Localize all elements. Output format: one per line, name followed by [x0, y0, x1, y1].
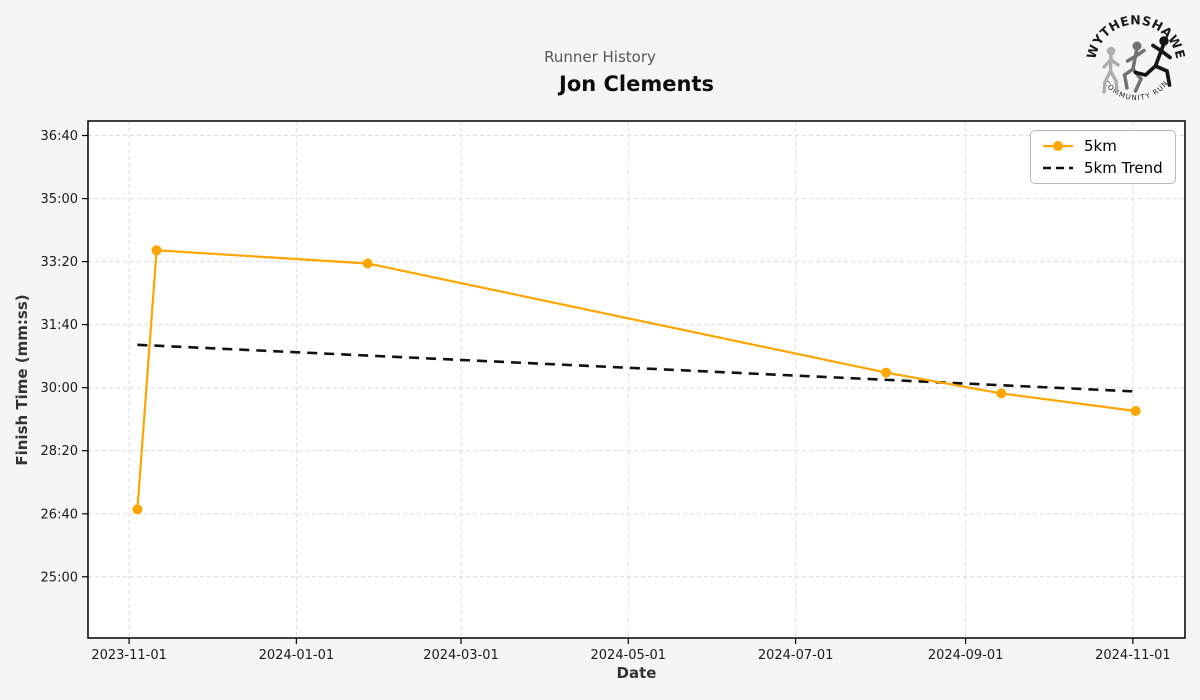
- x-tick-label: 2024-03-01: [423, 648, 499, 663]
- y-tick-label: 33:20: [41, 255, 78, 270]
- data-point-marker: [362, 258, 373, 269]
- walker-silhouette-icon: [1102, 46, 1120, 94]
- y-tick-label: 30:00: [41, 381, 78, 396]
- plot-area: [88, 121, 1185, 638]
- legend-trend-label: 5km Trend: [1084, 159, 1163, 177]
- y-tick-label: 26:40: [41, 507, 78, 522]
- y-tick-label: 35:00: [41, 192, 78, 207]
- x-tick-label: 2023-11-01: [91, 648, 167, 663]
- club-logo: WYTHENSHAWE COMMUNITY RUN: [1084, 12, 1188, 102]
- y-tick-label: 36:40: [41, 129, 78, 144]
- plot-border: [87, 120, 1186, 639]
- legend-5km-swatch-icon: [1043, 141, 1073, 151]
- chart-subtitle: Runner History: [544, 48, 656, 66]
- x-tick-label: 2024-05-01: [591, 648, 667, 663]
- x-tick-label: 2024-09-01: [928, 648, 1004, 663]
- data-point-marker: [996, 388, 1007, 399]
- data-point-marker: [881, 367, 892, 378]
- legend-trend-swatch-icon: [1043, 166, 1073, 170]
- x-tick-label: 2024-01-01: [259, 648, 335, 663]
- sprinter-silhouette-icon: [1133, 36, 1172, 87]
- x-tick-label: 2024-07-01: [758, 648, 834, 663]
- legend-item-5km-trend: 5km Trend: [1041, 160, 1165, 176]
- legend-item-5km: 5km: [1041, 138, 1165, 154]
- data-point-marker: [1130, 406, 1141, 416]
- x-tick-label: 2024-11-01: [1095, 648, 1171, 663]
- legend-5km-label: 5km: [1084, 137, 1117, 155]
- series-line: [136, 249, 1136, 510]
- legend-5km-marker: [1053, 141, 1063, 151]
- data-point-marker: [151, 245, 162, 256]
- y-tick-label: 31:40: [41, 318, 78, 333]
- y-tick-label: 25:00: [41, 570, 78, 585]
- x-axis-label: Date: [616, 664, 657, 682]
- runner-name-title: Jon Clements: [559, 72, 714, 96]
- y-axis-label: Finish Time (mm:ss): [13, 294, 31, 466]
- runner-silhouette-icon: [1122, 41, 1146, 93]
- legend: 5km 5km Trend: [1030, 130, 1176, 184]
- y-tick-label: 28:20: [41, 444, 78, 459]
- data-point-marker: [132, 504, 143, 515]
- trend-line: [137, 343, 1136, 393]
